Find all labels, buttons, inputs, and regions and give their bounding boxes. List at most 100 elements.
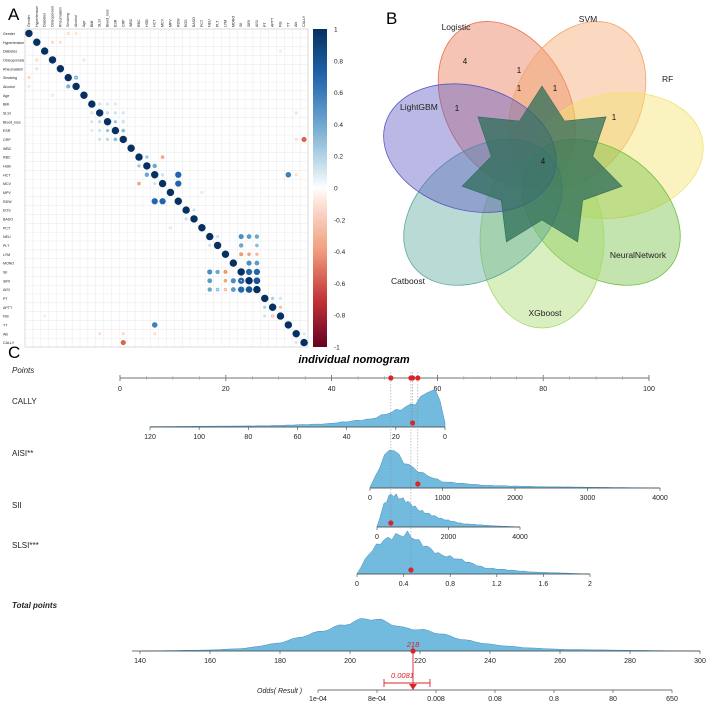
weak-correlation-dot [248, 218, 250, 220]
odds-axis-tick-label: 0.8 [549, 696, 559, 703]
observed-odds-marker [409, 684, 417, 690]
column-label: CALLY [302, 15, 306, 27]
colorbar-tick-label: 0.6 [334, 90, 343, 97]
observed-points-marker [415, 375, 421, 381]
weak-correlation-dot [185, 41, 187, 43]
correlation-dot [230, 278, 236, 284]
weak-correlation-dot [193, 253, 195, 255]
correlation-dot [263, 305, 267, 309]
total-points-tick-label: 280 [624, 658, 636, 665]
correlation-dots [25, 29, 308, 347]
row-label: Diabetes [3, 50, 17, 54]
correlation-dot [208, 243, 212, 248]
weak-correlation-dot [67, 32, 69, 35]
weak-correlation-dot [44, 271, 46, 273]
weak-correlation-dot [59, 103, 61, 105]
weak-correlation-dot [130, 121, 132, 123]
weak-correlation-dot [146, 41, 148, 43]
weak-correlation-dot [67, 41, 69, 43]
weak-correlation-dot [232, 174, 234, 176]
points-axis-tick-label: 80 [539, 386, 547, 393]
correlation-dot [127, 144, 135, 152]
weak-correlation-dot [99, 209, 101, 211]
weak-correlation-dot [185, 121, 187, 123]
correlation-dot [284, 321, 293, 329]
row-label: FIB [3, 315, 9, 319]
nomogram-variable-tick-label: 1.2 [492, 581, 502, 588]
nomogram-title: individual nomogram [298, 354, 409, 366]
row-label: RBC [3, 156, 11, 160]
row-label: LYM [3, 253, 10, 257]
weak-correlation-dot [201, 76, 203, 79]
correlation-dot [151, 198, 158, 205]
correlation-dot [82, 58, 86, 62]
weak-correlation-dot [295, 147, 297, 149]
row-label: MONO [3, 262, 14, 266]
weak-correlation-dot [51, 209, 54, 211]
weak-correlation-dot [161, 191, 164, 194]
correlation-dot [121, 128, 126, 133]
weak-correlation-dot [91, 262, 93, 264]
correlation-dot [175, 171, 182, 178]
weak-correlation-dot [122, 112, 124, 114]
colorbar-tick-label: 0 [334, 186, 338, 193]
weak-correlation-dot [240, 156, 242, 158]
weak-correlation-dot [232, 103, 234, 105]
correlation-dot [276, 312, 285, 320]
nomogram-variable-tick-label: 40 [343, 434, 351, 441]
weak-correlation-dot [295, 297, 297, 300]
correlation-dot [143, 162, 151, 170]
row-label: Alb [3, 332, 8, 336]
row-label: APTT [3, 306, 13, 310]
observed-value-marker [388, 520, 394, 526]
correlation-dot [253, 285, 261, 294]
correlation-dot [294, 173, 298, 177]
weak-correlation-dot [185, 324, 187, 326]
nomogram-variable-tick-label: 1.6 [539, 581, 549, 588]
weak-correlation-dot [75, 76, 77, 79]
row-label: RDW [3, 200, 12, 204]
venn-set-label: LightGBM [400, 102, 438, 112]
venn-region-count: 1 [612, 113, 617, 122]
weak-correlation-dot [99, 68, 101, 70]
correlation-dot [270, 296, 275, 301]
correlation-dot [74, 31, 78, 36]
column-label: RBC [137, 19, 141, 27]
correlation-dot [88, 100, 96, 108]
correlation-dot [285, 171, 292, 178]
weak-correlation-dot [256, 227, 258, 229]
weak-correlation-dot [177, 112, 179, 114]
weak-correlation-dot [185, 59, 187, 61]
weak-correlation-dot [248, 324, 250, 326]
weak-correlation-dot [169, 85, 172, 88]
correlation-dot [98, 128, 102, 133]
correlation-dot [33, 38, 41, 46]
nomogram-variable-tick-label: 0 [443, 434, 447, 441]
nomogram-density [376, 493, 521, 528]
weak-correlation-dot [240, 200, 242, 202]
correlation-dot [168, 226, 173, 230]
row-label: Alcohol [3, 85, 15, 89]
weak-correlation-dot [224, 209, 227, 211]
weak-correlation-dot [185, 191, 187, 194]
colorbar-ticks: 1 0.8 0.6 0.4 0.2 0 -0.2 -0.4 -0.6 -0.8 -1 [334, 27, 346, 352]
observed-total-marker [410, 648, 416, 654]
nomogram-variable-label: SLSI*** [12, 541, 39, 550]
panel-a: A Gender Hypertension Diabetes Osteoporosis… [3, 5, 346, 352]
weak-correlation-dot [51, 200, 54, 202]
column-label: WBC [129, 18, 133, 27]
row-label: PCT [3, 226, 11, 230]
observed-value-marker [415, 481, 421, 487]
weak-correlation-dot [75, 94, 77, 96]
column-label: AISI [255, 20, 259, 27]
correlation-dot [255, 252, 259, 256]
weak-correlation-dot [161, 235, 164, 238]
weak-correlation-dot [83, 235, 85, 238]
correlation-dot [151, 171, 159, 179]
colorbar-tick-label: -1 [334, 345, 340, 352]
observed-value-marker [408, 567, 414, 573]
weak-correlation-dot [91, 76, 93, 79]
column-label: Alcohol [74, 15, 78, 27]
weak-correlation-dot [272, 315, 274, 317]
points-axis-tick-label: 0 [118, 386, 122, 393]
